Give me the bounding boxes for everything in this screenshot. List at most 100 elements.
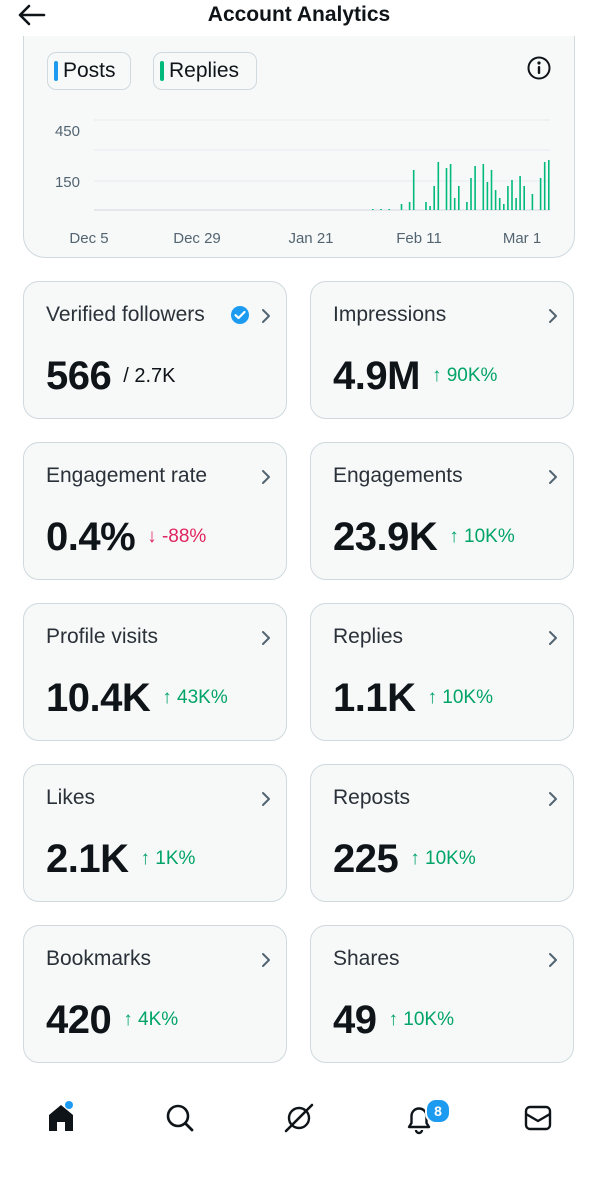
card-bookmarks[interactable]: Bookmarks 420 ↑ 4K% xyxy=(23,925,287,1063)
reply-bar xyxy=(498,198,501,210)
reply-bar xyxy=(470,178,472,210)
card-verified-followers[interactable]: Verified followers 566 / 2.7K xyxy=(23,281,287,419)
card-impressions[interactable]: Impressions 4.9M ↑ 90K% xyxy=(310,281,574,419)
card-change: ↑ 10K% xyxy=(410,848,476,870)
card-change: ↑ 90K% xyxy=(431,365,498,387)
chart-bars xyxy=(372,160,550,210)
chevron-right-icon xyxy=(549,470,557,484)
reply-bar xyxy=(388,209,390,210)
card-label: Verified followers xyxy=(46,303,205,326)
reply-bar xyxy=(425,202,427,210)
card-value: 225 xyxy=(333,836,399,881)
card-value-row: 420 ↑ 4K% xyxy=(46,996,178,1043)
card-change: ↑ 4K% xyxy=(123,1009,179,1031)
card-value: 10.4K xyxy=(46,675,151,720)
messages-icon[interactable] xyxy=(518,1098,558,1138)
y-tick-label: 150 xyxy=(55,174,80,191)
card-label: Shares xyxy=(333,947,400,970)
reply-bar xyxy=(445,168,448,210)
card-label: Engagements xyxy=(333,464,463,487)
card-value: 0.4% xyxy=(46,514,136,559)
page-title: Account Analytics xyxy=(207,3,391,26)
reply-bar xyxy=(523,186,525,210)
reply-bar xyxy=(449,164,452,210)
notification-count-badge: 8 xyxy=(425,1098,451,1124)
chevron-right-icon xyxy=(262,470,270,484)
reply-bar xyxy=(453,198,456,210)
reply-bar xyxy=(486,182,489,210)
grok-icon[interactable] xyxy=(279,1098,319,1138)
y-tick-label: 450 xyxy=(55,123,80,140)
card-value: 566 xyxy=(46,353,112,398)
chevron-right-icon xyxy=(549,309,557,323)
card-label: Reposts xyxy=(333,786,411,809)
reply-bar xyxy=(412,170,415,210)
card-value-row: 225 ↑ 10K% xyxy=(333,835,476,882)
reply-bar xyxy=(482,164,485,210)
reply-bar xyxy=(400,204,403,210)
reply-bar xyxy=(466,202,468,210)
reply-bar xyxy=(433,186,435,210)
card-value-row: 566 / 2.7K xyxy=(46,352,176,399)
card-value: 1.1K xyxy=(333,675,416,720)
card-change: ↓ -88% xyxy=(147,526,207,548)
reply-bar xyxy=(494,190,497,210)
back-arrow-icon[interactable] xyxy=(14,2,48,28)
card-value-row: 1.1K ↑ 10K% xyxy=(333,674,493,721)
reply-bar xyxy=(490,170,493,210)
legend-posts-label: Posts xyxy=(63,59,116,82)
card-change: ↑ 1K% xyxy=(140,848,196,870)
reply-bar xyxy=(408,202,411,210)
card-label: Likes xyxy=(46,786,96,809)
top-bar: Account Analytics xyxy=(0,0,598,36)
chevron-right-icon xyxy=(262,792,270,806)
reply-bar xyxy=(372,209,374,210)
reply-bar xyxy=(474,166,476,210)
chevron-right-icon xyxy=(262,953,270,967)
card-value-row: 2.1K ↑ 1K% xyxy=(46,835,195,882)
card-shares[interactable]: Shares 49 ↑ 10K% xyxy=(310,925,574,1063)
chevron-right-icon xyxy=(262,309,270,323)
x-tick-label: Mar 1 xyxy=(503,230,541,247)
reply-bar xyxy=(531,194,534,210)
reply-bar xyxy=(511,180,513,210)
replies-bar-chart: 450 150 Dec 5 Dec 29 Jan 21 Feb 11 Mar 1 xyxy=(55,119,550,247)
card-label: Engagement rate xyxy=(46,464,208,487)
legend-posts[interactable]: Posts xyxy=(47,52,131,90)
chevron-right-icon xyxy=(549,953,557,967)
card-value: 420 xyxy=(46,997,112,1042)
info-icon[interactable] xyxy=(526,55,552,81)
card-profile-visits[interactable]: Profile visits 10.4K ↑ 43K% xyxy=(23,603,287,741)
card-value-row: 4.9M ↑ 90K% xyxy=(333,352,497,399)
card-replies[interactable]: Replies 1.1K ↑ 10K% xyxy=(310,603,574,741)
card-label: Bookmarks xyxy=(46,947,152,970)
card-engagement-rate[interactable]: Engagement rate 0.4% ↓ -88% xyxy=(23,442,287,580)
reply-bar xyxy=(548,160,550,210)
card-engagements[interactable]: Engagements 23.9K ↑ 10K% xyxy=(310,442,574,580)
card-value: 2.1K xyxy=(46,836,129,881)
reply-bar xyxy=(519,176,521,210)
chevron-right-icon xyxy=(549,631,557,645)
reply-bar xyxy=(429,206,431,210)
card-likes[interactable]: Likes 2.1K ↑ 1K% xyxy=(23,764,287,902)
card-value-row: 10.4K ↑ 43K% xyxy=(46,674,228,721)
verified-badge-icon xyxy=(231,306,249,324)
card-reposts[interactable]: Reposts 225 ↑ 10K% xyxy=(310,764,574,902)
replies-swatch xyxy=(160,61,164,81)
x-tick-label: Feb 11 xyxy=(396,230,442,247)
card-change: ↑ 10K% xyxy=(449,526,515,548)
card-label: Impressions xyxy=(333,303,447,326)
card-label: Replies xyxy=(333,625,404,648)
card-value: 49 xyxy=(333,997,377,1042)
reply-bar xyxy=(507,186,509,210)
reply-bar xyxy=(437,162,440,210)
legend-replies-label: Replies xyxy=(169,59,240,82)
search-icon[interactable] xyxy=(160,1098,200,1138)
posts-swatch xyxy=(54,61,58,81)
reply-bar xyxy=(503,204,505,210)
x-tick-label: Jan 21 xyxy=(288,230,333,247)
reply-bar xyxy=(539,178,542,210)
reply-bar xyxy=(380,209,382,210)
home-icon[interactable] xyxy=(41,1098,81,1138)
legend-replies[interactable]: Replies xyxy=(153,52,257,90)
